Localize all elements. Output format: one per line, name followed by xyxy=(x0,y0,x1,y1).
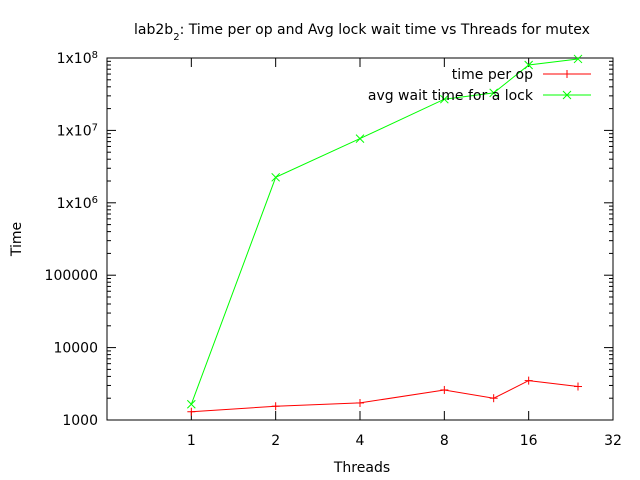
data-point-avg-wait-time-for-a-lock xyxy=(271,172,281,182)
data-point-time-per-op xyxy=(573,382,582,391)
series-time-per-op xyxy=(187,376,582,416)
data-point-avg-wait-time-for-a-lock xyxy=(524,60,534,70)
data-point-avg-wait-time-for-a-lock xyxy=(489,88,499,98)
data-point-avg-wait-time-for-a-lock xyxy=(573,54,583,64)
y-axis-title: Time xyxy=(9,222,25,257)
data-point-time-per-op xyxy=(524,376,533,385)
x-tick-label: 1 xyxy=(187,433,196,449)
x-axis-title: Threads xyxy=(333,460,390,476)
data-point-avg-wait-time-for-a-lock xyxy=(186,399,196,409)
y-tick-label: 10000 xyxy=(53,341,98,357)
data-point-time-per-op xyxy=(489,394,498,403)
x-tick-label: 16 xyxy=(520,433,538,449)
series-avg-wait-time-for-a-lock xyxy=(186,54,583,409)
legend-label: time per op xyxy=(452,67,533,83)
axis-ticks: 1 2 4 8 16 32 1000 10000 100000 1x106 1x107 1x108 xyxy=(45,50,622,450)
data-point-time-per-op xyxy=(440,385,449,394)
data-point-avg-wait-time-for-a-lock xyxy=(439,94,449,104)
y-tick-label: 1000 xyxy=(62,413,98,429)
y-tick-label: 100000 xyxy=(45,268,98,284)
legend-marker-avg-wait-time-for-a-lock xyxy=(562,90,572,100)
series-line-time-per-op xyxy=(191,380,579,413)
legend-label: avg wait time for a lock xyxy=(368,88,534,104)
legend: time per op avg wait time for a lock xyxy=(368,67,591,104)
data-point-time-per-op xyxy=(187,407,196,416)
legend-marker-time-per-op xyxy=(563,70,571,78)
series-layer xyxy=(186,54,583,416)
y-tick-label: 1x108 xyxy=(57,50,98,68)
x-tick-label: 4 xyxy=(356,433,365,449)
x-tick-label: 2 xyxy=(271,433,280,449)
series-line-avg-wait-time-for-a-lock xyxy=(190,58,579,405)
plot-area-frame xyxy=(106,57,614,421)
data-point-time-per-op xyxy=(271,402,280,411)
data-point-avg-wait-time-for-a-lock xyxy=(355,134,365,143)
y-tick-label: 1x106 xyxy=(57,194,98,212)
x-tick-label: 32 xyxy=(604,433,622,449)
y-tick-label: 1x107 xyxy=(57,122,98,140)
x-tick-label: 8 xyxy=(440,433,449,449)
chart-title: lab2b2: Time per op and Avg lock wait ti… xyxy=(134,22,590,43)
data-point-time-per-op xyxy=(356,398,364,407)
